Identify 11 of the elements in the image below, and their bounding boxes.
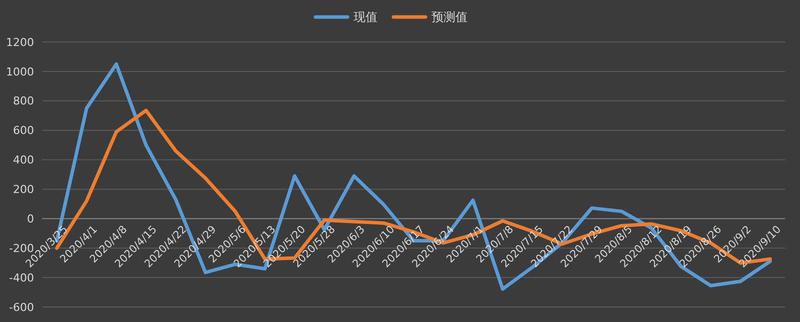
y-tick-label: 1000 (6, 65, 34, 78)
y-tick-label: 400 (13, 154, 34, 167)
y-tick-label: 600 (13, 124, 34, 138)
y-tick-label: 0 (27, 212, 34, 226)
legend-label: 预测值 (432, 10, 468, 24)
y-tick-label: 1200 (6, 36, 34, 49)
y-tick-label: -400 (9, 271, 34, 284)
y-tick-label: 200 (13, 183, 34, 196)
y-tick-label: -600 (9, 300, 34, 314)
y-tick-label: 800 (13, 94, 34, 108)
legend-label: 现值 (354, 10, 378, 24)
